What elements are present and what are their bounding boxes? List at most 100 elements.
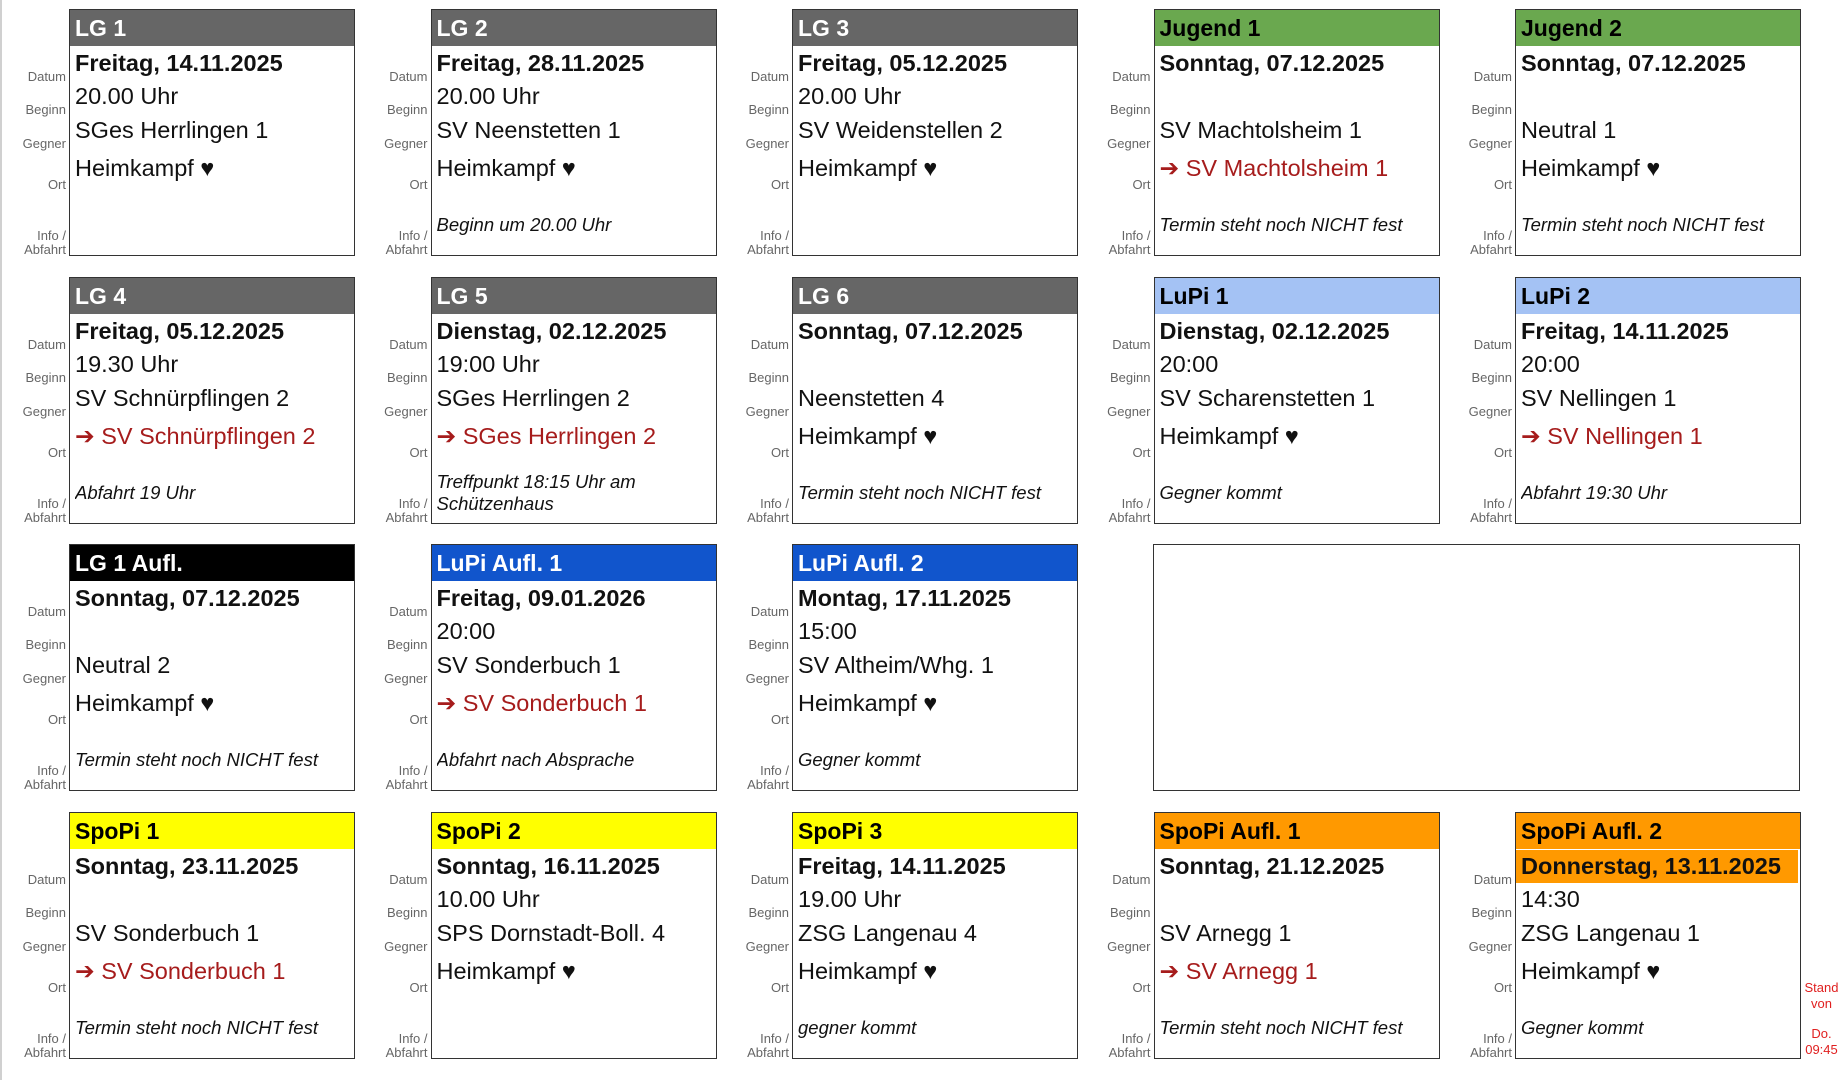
match-info: Abfahrt nach Absprache [437,730,714,790]
label-opponent: Gegner [384,671,428,686]
match-location: Heimkampf ♥ [75,155,215,181]
match-begin [798,348,1075,381]
match-card-cell: Datum Beginn Gegner Ort Info / Abfahrt LuPi Au… [366,544,717,792]
team-title: LuPi Aufl. 2 [793,545,1077,581]
match-card: Jugend 1 Sonntag, 07.12.2025 SV Machtolshe… [1153,9,1440,256]
team-title: LG 5 [431,277,716,314]
match-card-cell: Datum Beginn Gegner Ort Info / Abfahrt LG 4 Fre… [4,276,355,525]
label-info: Info / Abfahrt [747,496,789,525]
label-info-2: Abfahrt [1470,509,1512,525]
label-date: Datum [389,604,428,619]
label-opponent: Gegner [384,938,428,954]
label-info-1: Info / [760,228,789,243]
field-labels: Datum Beginn Gegner Ort Info / Abfahrt [1450,9,1514,257]
team-title: SpoPi 2 [431,812,716,849]
match-opponent: SV Sonderbuch 1 [436,652,621,678]
label-date: Datum [750,604,789,619]
match-begin: 10.00 Uhr [436,885,540,912]
label-info: Info / Abfahrt [385,1031,428,1060]
team-title: SpoPi 3 [793,812,1077,849]
label-begin: Beginn [387,904,428,920]
label-info-1: Info / [1121,495,1151,511]
match-card-cell: Datum Beginn Gegner Ort Info / Abfahrt LuPi Au… [727,544,1078,792]
match-date: Freitag, 14.11.2025 [798,852,1006,879]
match-date: Freitag, 14.11.2025 [1521,317,1729,344]
label-info-2: Abfahrt [385,1044,428,1060]
field-labels: Datum Beginn Gegner Ort Info / Abfahrt [1089,277,1153,525]
label-date: Datum [27,871,66,887]
label-location: Ort [1493,444,1512,460]
match-begin: 20:00 [1521,350,1580,377]
match-date: Sonntag, 21.12.2025 [1159,852,1385,879]
label-date: Datum [750,69,789,84]
match-date: Dienstag, 02.12.2025 [436,317,667,344]
match-card: SpoPi 1 Sonntag, 23.11.2025 SV Sonderbuch … [69,811,355,1059]
team-title: LuPi 1 [1154,277,1439,314]
field-labels: Datum Beginn Gegner Ort Info / Abfahrt [1089,812,1153,1060]
team-title: SpoPi 1 [70,812,354,849]
match-location: ➔ SV Sonderbuch 1 [75,957,286,984]
label-info: Info / Abfahrt [747,229,789,257]
match-location: ➔ SV Sonderbuch 1 [436,690,647,716]
field-labels: Datum Beginn Gegner Ort Info / Abfahrt [366,812,430,1060]
label-info-2: Abfahrt [747,777,789,792]
field-labels: Datum Beginn Gegner Ort Info / Abfahrt [366,544,430,792]
team-title: LG 2 [431,10,716,46]
label-date: Datum [1112,336,1151,352]
label-date: Datum [1473,871,1512,887]
label-info-1: Info / [37,1030,66,1046]
label-info-2: Abfahrt [1470,1044,1512,1060]
label-info-1: Info / [398,495,428,511]
match-begin [75,883,352,916]
match-begin: 20:00 [436,618,496,644]
match-date: Sonntag, 07.12.2025 [1159,50,1385,76]
label-info: Info / Abfahrt [24,229,66,257]
match-card-cell: Datum Beginn Gegner Ort Info / Abfahrt LG 5 Die… [366,276,717,525]
match-info: Treffpunkt 18:15 Uhr am Schützenhaus [437,463,714,523]
field-labels: Datum Beginn Gegner Ort Info / Abfahrt [727,544,791,792]
label-location: Ort [409,979,428,995]
label-location: Ort [409,177,428,192]
label-location: Ort [1493,177,1512,192]
label-date: Datum [389,336,428,352]
label-location: Ort [409,444,428,460]
match-info: Termin steht noch NICHT fest [798,463,1075,523]
label-opponent: Gegner [384,403,428,419]
label-info-2: Abfahrt [24,1044,66,1060]
match-info: Abfahrt 19 Uhr [75,463,352,523]
field-labels: Datum Beginn Gegner Ort Info / Abfahrt [4,812,68,1060]
label-location: Ort [1493,979,1512,995]
label-opponent: Gegner [745,136,789,151]
label-info: Info / Abfahrt [386,229,428,257]
match-info-text: Abfahrt nach Absprache [436,749,635,770]
label-location: Ort [770,979,789,995]
match-card: LG 3 Freitag, 05.12.2025 20.00 Uhr SV Weide… [792,9,1078,256]
match-opponent: SV Schnürpflingen 2 [75,384,290,411]
match-location: Heimkampf ♥ [436,155,576,181]
stand-time: 09:45 [1805,1042,1838,1057]
match-info [798,195,1075,255]
match-info-text: gegner kommt [798,1016,917,1038]
match-info: Termin steht noch NICHT fest [1160,195,1437,255]
match-date: Donnerstag, 13.11.2025 [1516,849,1798,883]
match-info: Termin steht noch NICHT fest [75,730,352,790]
label-info-2: Abfahrt [24,242,66,257]
match-card-cell: Datum Beginn Gegner Ort Info / Abfahrt LG 1 Au… [4,544,355,792]
match-begin: 19.30 Uhr [75,350,179,377]
label-begin: Beginn [1110,904,1151,920]
label-opponent: Gegner [22,403,66,419]
match-info-text: Termin steht noch NICHT fest [75,1016,318,1038]
label-date: Datum [27,69,66,84]
match-begin: 20:00 [1159,350,1219,377]
match-opponent: Neutral 2 [75,652,171,678]
match-opponent: ZSG Langenau 1 [1521,919,1700,946]
match-date: Freitag, 05.12.2025 [75,317,285,344]
match-info-text: Beginn um 20.00 Uhr [436,214,612,235]
match-info: Gegner kommt [798,730,1075,790]
label-location: Ort [1132,444,1151,460]
match-location: ➔ SV Schnürpflingen 2 [75,422,316,449]
team-title: Jugend 2 [1516,10,1800,46]
match-card-cell: Datum Beginn Gegner Ort Info / Abfahrt Jugend … [1450,9,1801,257]
label-opponent: Gegner [745,938,789,954]
